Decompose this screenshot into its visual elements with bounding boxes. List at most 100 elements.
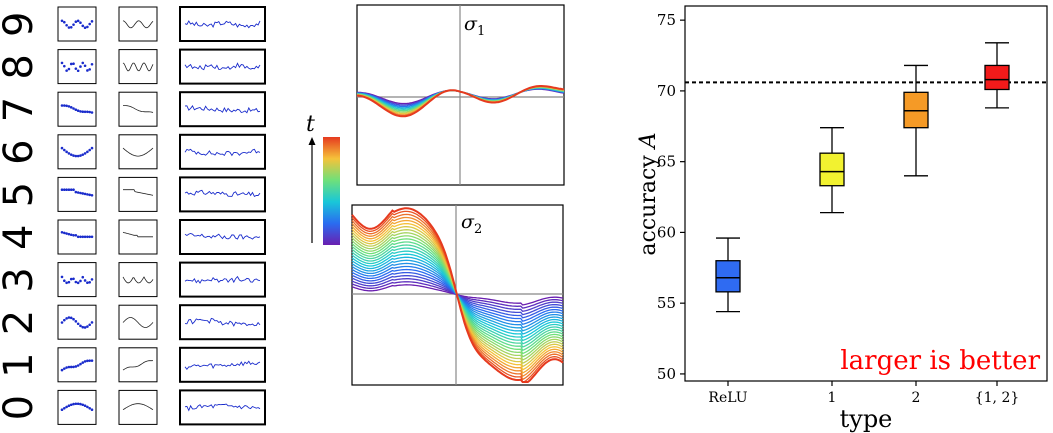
sample-dot (69, 106, 73, 109)
noisy-curve (184, 20, 261, 29)
sample-dot (67, 232, 71, 236)
noisy-curve-thumbnail (179, 389, 266, 426)
digit-row: 0 (0, 389, 266, 426)
sample-dot (88, 110, 91, 114)
sample-dot (86, 150, 89, 154)
sample-dot (74, 280, 78, 284)
sample-dot (79, 362, 82, 366)
sample-dot (90, 359, 94, 362)
sample-dot (79, 65, 82, 68)
noisy-curve-thumbnail (179, 304, 266, 341)
smooth-curve-thumbnail (118, 6, 158, 42)
sample-dot (86, 193, 89, 196)
sample-dot (74, 365, 78, 368)
sample-dot (69, 62, 73, 66)
sample-dot (74, 154, 78, 158)
sample-dot (72, 23, 75, 26)
sample-dot (74, 108, 78, 112)
smooth-curve-thumbnail (118, 219, 158, 255)
sample-dot (60, 368, 64, 372)
sample-dot (88, 148, 91, 152)
sample-dot (88, 323, 91, 327)
smooth-curve-thumbnail (118, 176, 158, 212)
boxes (715, 42, 1010, 313)
y-tick-label: 55 (657, 294, 676, 312)
sample-dot (83, 26, 87, 30)
digit-row: 8 (0, 48, 266, 85)
sample-dot (67, 316, 71, 319)
sample-dot (63, 231, 66, 235)
sample-dot (74, 67, 78, 70)
sample-dots-thumbnail (57, 49, 97, 85)
sigma2-curves (351, 207, 564, 383)
sample-dot (60, 104, 64, 107)
digit-row: 3 (0, 261, 266, 298)
sample-dot (67, 152, 71, 155)
y-axis-ticks: 50 55 60 65 70 75 (657, 11, 685, 383)
sample-dot (83, 64, 87, 68)
sample-dot (72, 154, 75, 157)
smooth-curve (123, 189, 154, 196)
sample-dot (60, 321, 64, 324)
sample-dot (76, 154, 80, 158)
sample-dot (72, 188, 75, 191)
smooth-curve-thumbnail (118, 304, 158, 340)
sample-dot (86, 359, 89, 363)
sample-dot (79, 235, 82, 239)
sample-dot (60, 19, 64, 23)
sample-dot (65, 69, 68, 72)
sigma2-plot-frame (351, 204, 564, 386)
sigma1-curve (356, 85, 565, 118)
sample-dot (63, 64, 66, 68)
sample-dot (74, 190, 78, 194)
digit-row: 9 (0, 6, 266, 42)
sample-dot (60, 61, 64, 65)
sample-dot (74, 234, 78, 237)
noisy-curve-thumbnail (179, 176, 266, 213)
digit-row: 5 (0, 176, 266, 213)
sample-dot (90, 62, 94, 66)
digit-row: 2 (0, 304, 266, 341)
smooth-curve (122, 147, 154, 157)
sample-dot (67, 105, 71, 108)
sample-dot (76, 69, 80, 73)
digit-label: 2 (0, 310, 42, 335)
box-0 (715, 237, 741, 313)
x-axis-label: type (840, 405, 893, 433)
smooth-curve (123, 105, 154, 113)
sample-dot (90, 146, 94, 150)
digit-row: 4 (0, 219, 266, 255)
sample-dots-thumbnail (57, 134, 97, 170)
sample-dots-thumbnail (57, 262, 97, 298)
sample-dot (74, 402, 78, 406)
sample-dot (81, 24, 85, 28)
sample-dot (65, 150, 68, 154)
box-1 (819, 127, 845, 214)
y-tick-label: 70 (657, 82, 676, 100)
sample-dot (63, 279, 66, 283)
digit-label: 9 (0, 12, 42, 37)
time-colorbar (323, 137, 340, 245)
sample-dot (67, 188, 71, 191)
sample-dot (83, 404, 87, 408)
sample-dot (76, 191, 80, 194)
sample-dot (72, 402, 75, 406)
sample-dot (86, 110, 89, 114)
sample-dot (69, 277, 73, 281)
digit-label: 1 (0, 352, 42, 377)
sample-dot (65, 281, 68, 285)
smooth-curve (122, 360, 154, 371)
noisy-curve-thumbnail (179, 219, 266, 255)
sample-dot (72, 107, 75, 110)
sample-dot (81, 153, 85, 156)
sample-dot (79, 191, 82, 195)
sample-dot (76, 322, 80, 326)
noisy-curve (184, 189, 261, 197)
sample-dot (65, 366, 68, 369)
sample-dot (81, 403, 85, 407)
sample-dot (76, 109, 80, 113)
sample-dot (65, 317, 68, 320)
boxplot-frame (684, 5, 1048, 382)
sample-dot (83, 192, 87, 196)
noisy-curve (184, 62, 261, 71)
